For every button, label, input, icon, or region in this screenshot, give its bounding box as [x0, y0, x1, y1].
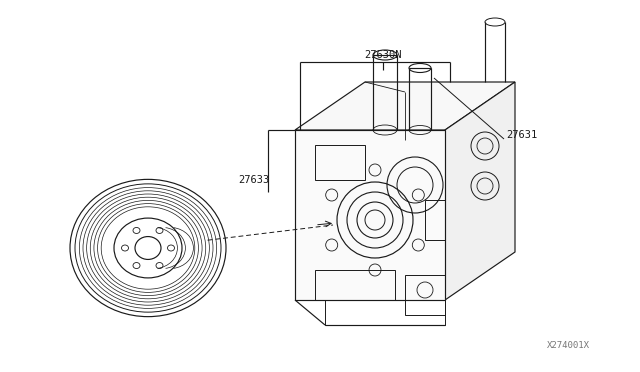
Text: X274001X: X274001X [547, 341, 590, 350]
Polygon shape [295, 82, 515, 130]
Text: 27631: 27631 [506, 130, 537, 140]
Polygon shape [445, 82, 515, 300]
Text: 27630N: 27630N [364, 50, 402, 60]
Text: 27633: 27633 [238, 175, 269, 185]
Polygon shape [295, 130, 445, 300]
